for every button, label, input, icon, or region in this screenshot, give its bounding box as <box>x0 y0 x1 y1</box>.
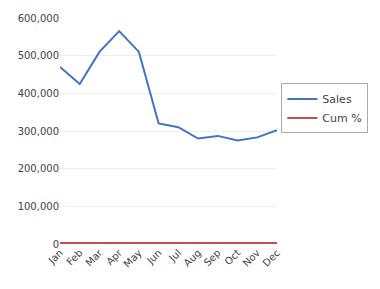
svg-text:Oct: Oct <box>222 247 242 267</box>
svg-text:Jun: Jun <box>144 247 164 267</box>
svg-text:0: 0 <box>53 239 59 250</box>
svg-text:May: May <box>121 247 143 269</box>
svg-text:300,000: 300,000 <box>18 126 59 137</box>
svg-text:400,000: 400,000 <box>18 88 59 99</box>
svg-text:600,000: 600,000 <box>18 13 59 24</box>
svg-text:Mar: Mar <box>83 247 105 269</box>
svg-text:100,000: 100,000 <box>18 201 59 212</box>
svg-text:Aug: Aug <box>181 247 203 269</box>
svg-text:Feb: Feb <box>64 247 84 267</box>
svg-text:Sep: Sep <box>202 247 223 268</box>
svg-text:Jan: Jan <box>46 247 65 266</box>
svg-text:Jul: Jul <box>166 247 183 264</box>
svg-text:Cum %: Cum % <box>322 112 361 125</box>
svg-text:200,000: 200,000 <box>18 163 59 174</box>
svg-text:Dec: Dec <box>260 247 281 268</box>
svg-text:Apr: Apr <box>104 247 125 268</box>
svg-text:Nov: Nov <box>241 247 263 269</box>
svg-text:500,000: 500,000 <box>18 50 59 61</box>
svg-text:Sales: Sales <box>322 93 352 106</box>
